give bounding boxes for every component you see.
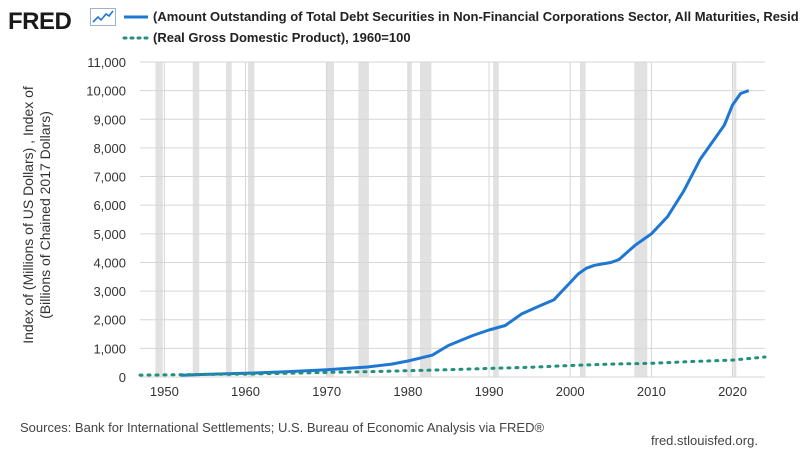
y-tick-label: 3,000 <box>93 284 126 299</box>
y-tick-label: 7,000 <box>93 170 126 185</box>
recession-band-6 <box>407 62 412 377</box>
y-tick-label: 0 <box>119 370 126 385</box>
y-tick-label: 5,000 <box>93 227 126 242</box>
y-tick-label: 8,000 <box>93 141 126 156</box>
x-tick-label: 2010 <box>637 384 666 399</box>
x-tick-label: 1980 <box>393 384 422 399</box>
x-tick-label: 1960 <box>231 384 260 399</box>
y-tick-label: 2,000 <box>93 313 126 328</box>
recession-band-1 <box>192 62 200 377</box>
legend-swatch-solid <box>124 15 148 19</box>
y-tick-label: 10,000 <box>86 84 126 99</box>
y-axis-label-line1: Index of (Millions of US Dollars) , Inde… <box>20 86 36 344</box>
recession-band-4 <box>325 62 334 377</box>
fred-logo[interactable]: FRED <box>8 8 72 35</box>
recession-band-10 <box>634 62 648 377</box>
y-tick-label: 9,000 <box>93 112 126 127</box>
trend-line-icon <box>90 8 116 31</box>
fred-url[interactable]: fred.stlouisfed.org. <box>651 433 758 448</box>
recession-band-5 <box>358 62 369 377</box>
x-tick-label: 2000 <box>556 384 585 399</box>
series-line-debt-securities <box>180 89 750 377</box>
chart-header: FRED (Amount Outstanding of Total Debt S… <box>0 0 800 50</box>
legend-swatch-dotted <box>122 36 150 40</box>
x-tick-label: 1970 <box>312 384 341 399</box>
recession-band-8 <box>493 62 499 377</box>
recession-band-0 <box>155 62 163 377</box>
sources-note: Sources: Bank for International Settleme… <box>20 420 545 435</box>
y-tick-label: 11,000 <box>87 55 126 70</box>
recession-band-3 <box>247 62 255 377</box>
gridlines <box>140 61 765 378</box>
x-tick-label: 1950 <box>150 384 179 399</box>
recession-band-7 <box>420 62 432 377</box>
y-axis-ticks: 0 1,000 2,000 3,000 4,000 5,000 6,000 7,000 8,00… <box>86 55 126 385</box>
series-lines <box>138 89 767 377</box>
y-tick-label: 4,000 <box>93 255 126 270</box>
recession-band-11 <box>733 62 737 377</box>
x-axis-ticks: 1950 1960 1970 1980 1990 2000 2010 2020 <box>150 384 747 399</box>
legend-label-real-gdp: (Real Gross Domestic Product), 1960=100 <box>153 30 411 45</box>
recession-shading <box>155 62 737 377</box>
x-tick-label: 2020 <box>718 384 747 399</box>
y-tick-label: 1,000 <box>93 341 126 356</box>
recession-band-2 <box>226 62 232 377</box>
y-axis-label-line2: (Billions of Chained 2017 Dollars) <box>37 111 53 319</box>
legend-label-debt-securities: (Amount Outstanding of Total Debt Securi… <box>153 9 799 24</box>
y-tick-label: 6,000 <box>93 198 126 213</box>
recession-band-9 <box>579 62 586 377</box>
x-tick-label: 1990 <box>475 384 504 399</box>
